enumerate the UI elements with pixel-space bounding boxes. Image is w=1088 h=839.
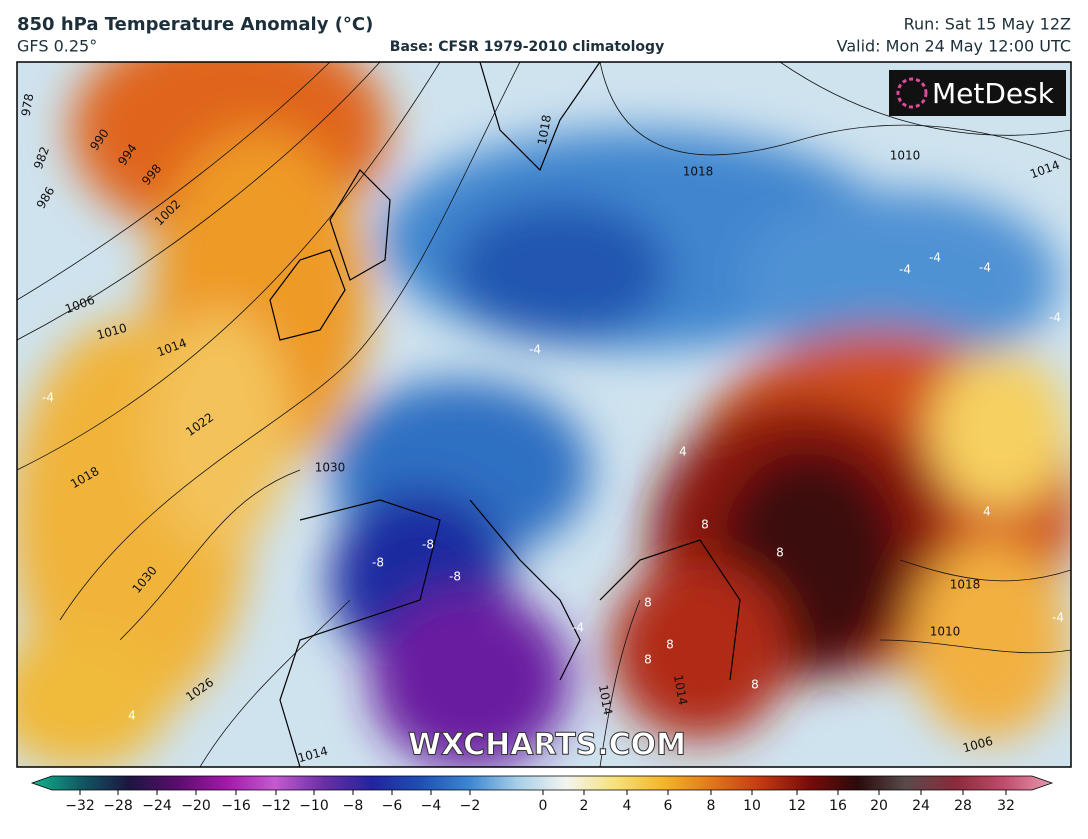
anomaly-label: 4 bbox=[983, 505, 991, 519]
model: GFS 0.25° bbox=[17, 37, 97, 56]
anomaly-label: -4 bbox=[1049, 311, 1061, 325]
anomaly-label: -4 bbox=[529, 343, 541, 357]
anomaly-field bbox=[17, 62, 1071, 767]
colorbar-tick-label: 8 bbox=[707, 798, 716, 814]
colorbar-tick-label: 4 bbox=[623, 798, 632, 814]
base: Base: CFSR 1979-2010 climatology bbox=[390, 39, 664, 55]
isobar-label: 978 bbox=[19, 92, 37, 117]
colorbar-tick-label: 10 bbox=[743, 798, 761, 814]
isobar-label: 1014 bbox=[596, 684, 615, 717]
colorbar-tick-label: 6 bbox=[664, 798, 673, 814]
colorbar-tick-label: −8 bbox=[343, 798, 364, 814]
isobar-label: 1030 bbox=[315, 461, 346, 475]
anomaly-label: 8 bbox=[666, 638, 674, 652]
colorbar-bar bbox=[30, 775, 1054, 791]
colorbar-tick-label: 20 bbox=[870, 798, 888, 814]
colorbar-tick-label: 0 bbox=[539, 798, 548, 814]
isobar-label: 1010 bbox=[930, 625, 961, 639]
anomaly-label: -4 bbox=[42, 391, 54, 405]
colorbar-tick-label: −6 bbox=[382, 798, 403, 814]
valid: Valid: Mon 24 May 12:00 UTC bbox=[837, 37, 1071, 56]
colorbar-tick-label: −24 bbox=[142, 798, 172, 814]
colorbar-tick-label: 24 bbox=[912, 798, 930, 814]
isobar-label: 1014 bbox=[671, 674, 690, 707]
colorbar-tick-label: −12 bbox=[261, 798, 291, 814]
isobar-label: 1018 bbox=[950, 578, 981, 592]
colorbar-tick-label: 2 bbox=[580, 798, 589, 814]
anomaly-label: -4 bbox=[899, 263, 911, 277]
colorbar-tick-label: 12 bbox=[788, 798, 806, 814]
colorbar-tick-label: −10 bbox=[299, 798, 329, 814]
anomaly-label: 8 bbox=[644, 653, 652, 667]
run: Run: Sat 15 May 12Z bbox=[904, 15, 1071, 34]
coastlines bbox=[269, 62, 741, 767]
anomaly-label: 4 bbox=[679, 445, 687, 459]
anomaly-label: 8 bbox=[644, 596, 652, 610]
anomaly-label: -8 bbox=[372, 556, 384, 570]
watermark: WXCHARTS.COM bbox=[408, 728, 686, 763]
colorbar-tick-label: 32 bbox=[997, 798, 1015, 814]
anomaly-label: -8 bbox=[449, 570, 461, 584]
colorbar-tick-label: −32 bbox=[65, 798, 95, 814]
isobar-label: 1010 bbox=[890, 149, 921, 163]
logo-icon bbox=[896, 77, 928, 109]
anomaly-label: -4 bbox=[1052, 611, 1064, 625]
anomaly-label: -8 bbox=[422, 538, 434, 552]
anomaly-label: 8 bbox=[701, 518, 709, 532]
isobars bbox=[17, 62, 1071, 767]
colorbar-tick-label: −16 bbox=[221, 798, 251, 814]
colorbar-tick-label: −2 bbox=[460, 798, 481, 814]
anomaly-label: -4 bbox=[572, 621, 584, 635]
colorbar-tick-label: −28 bbox=[103, 798, 133, 814]
anomaly-label: 4 bbox=[128, 709, 136, 723]
map bbox=[17, 62, 1071, 767]
title: 850 hPa Temperature Anomaly (°C) bbox=[17, 14, 373, 35]
colorbar-tick-label: −4 bbox=[421, 798, 442, 814]
map-frame bbox=[16, 61, 1072, 768]
colorbar: −32 −28 −24 −20 −16 −12 −10 −8 −6 −4 −2 0 2 4 6 8 10 12 16… bbox=[30, 775, 1054, 814]
colorbar-tick-label: −20 bbox=[181, 798, 211, 814]
colorbar-tick-label: 16 bbox=[829, 798, 847, 814]
logo: MetDesk bbox=[932, 77, 1055, 110]
isobar-label: 1018 bbox=[683, 165, 714, 179]
colorbar-tick-label: 28 bbox=[954, 798, 972, 814]
anomaly-label: -4 bbox=[979, 261, 991, 275]
anomaly-label: -4 bbox=[929, 251, 941, 265]
anomaly-label: 8 bbox=[776, 546, 784, 560]
isobar-label: 1018 bbox=[535, 114, 554, 147]
anomaly-label: 8 bbox=[751, 678, 759, 692]
logo-box bbox=[889, 70, 1066, 116]
